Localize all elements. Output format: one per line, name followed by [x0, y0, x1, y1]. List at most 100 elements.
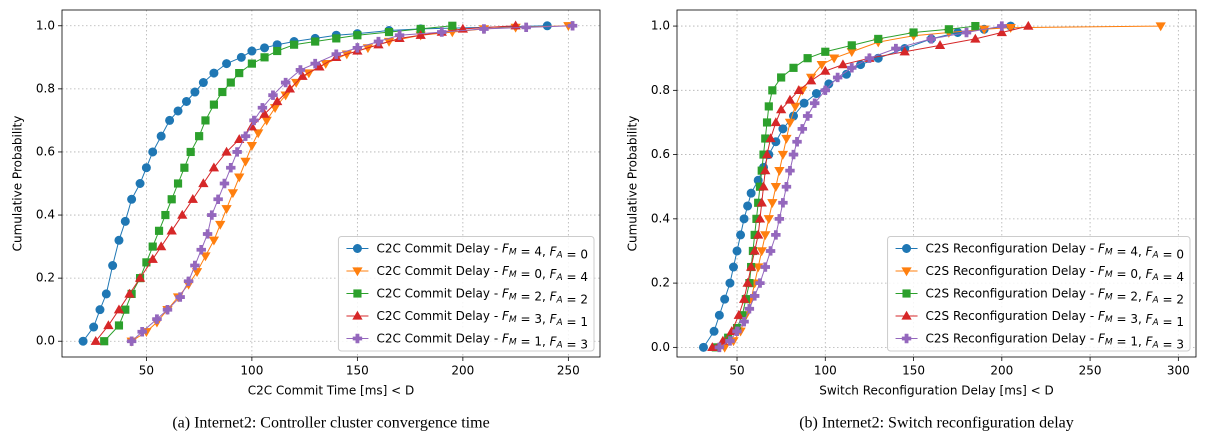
marker [746, 188, 756, 198]
marker [970, 33, 981, 43]
marker [542, 21, 552, 31]
legend-label: C2C Commit Delay - FM = 1, FA = 3 [376, 331, 588, 351]
x-tick-label: 150 [902, 364, 925, 378]
marker [847, 41, 856, 50]
marker [226, 78, 235, 87]
marker [213, 194, 223, 204]
marker [227, 189, 239, 199]
marker [353, 31, 362, 40]
marker [249, 115, 259, 126]
marker [767, 199, 778, 208]
marker [175, 292, 185, 302]
marker [760, 231, 771, 241]
marker [698, 342, 708, 352]
marker [909, 28, 918, 37]
marker [156, 131, 166, 141]
marker [191, 268, 203, 278]
marker [181, 96, 191, 106]
marker [209, 68, 219, 78]
marker [126, 336, 137, 346]
marker [100, 337, 109, 346]
marker [257, 103, 268, 113]
marker [208, 236, 220, 246]
marker [774, 214, 785, 224]
legend-label: C2S Reconfiguration Delay - FM = 2, FA =… [926, 286, 1184, 306]
marker [78, 336, 88, 346]
marker [732, 246, 742, 256]
marker [148, 147, 158, 157]
marker [148, 242, 157, 251]
marker [754, 213, 766, 223]
marker [756, 197, 767, 207]
legend-label: C2C Commit Delay - FM = 2, FA = 2 [376, 286, 588, 306]
marker [147, 253, 158, 263]
marker [797, 124, 808, 134]
chart: 50 100 150 200 250 0.0 0.2 0.4 0.6 0.8 1.0 C2C Comm… [11, 9, 601, 432]
chart: 50 100 150 200 250 300 0.0 0.2 0.4 0.6 0.8 1.0 Switc… [626, 9, 1197, 432]
marker [1023, 20, 1034, 30]
marker [186, 147, 195, 157]
marker [777, 150, 789, 160]
y-axis-label: Cumulative Probability [11, 116, 25, 252]
caption: (a) Internet2: Controller cluster conver… [172, 415, 489, 432]
marker [846, 48, 857, 57]
marker [226, 163, 236, 173]
marker [247, 46, 257, 56]
marker [736, 230, 746, 240]
marker [765, 246, 776, 256]
x-tick-label: 150 [346, 364, 369, 378]
marker [260, 53, 269, 62]
y-tick-label: 0.4 [651, 211, 670, 225]
marker [201, 116, 210, 125]
marker [809, 98, 820, 108]
marker [777, 73, 786, 82]
marker [240, 157, 251, 167]
marker [753, 229, 764, 239]
marker [353, 289, 362, 298]
marker [760, 165, 771, 175]
marker [352, 310, 363, 320]
marker [567, 21, 578, 31]
series-line [703, 25, 1011, 348]
marker [770, 183, 781, 192]
marker [373, 36, 384, 47]
plot-frame [676, 9, 1197, 358]
marker [821, 47, 830, 56]
marker [310, 58, 320, 69]
marker [1155, 22, 1166, 32]
marker [234, 134, 245, 143]
marker [272, 96, 283, 106]
marker [394, 30, 405, 40]
marker [732, 326, 742, 337]
marker [714, 310, 724, 320]
marker [709, 326, 719, 336]
marker [209, 100, 218, 109]
marker [240, 131, 251, 141]
marker [332, 34, 341, 43]
legend-label: C2C Commit Delay - FM = 4, FA = 0 [376, 241, 588, 261]
marker [902, 289, 911, 298]
marker [961, 27, 972, 38]
marker [902, 244, 912, 253]
marker [260, 43, 270, 53]
marker [847, 63, 857, 73]
legend: C2S Reconfiguration Delay - FM = 4, FA =… [887, 236, 1191, 352]
marker [352, 43, 363, 53]
legend-box [887, 236, 1191, 352]
marker [784, 118, 796, 128]
marker [89, 322, 99, 332]
x-tick-label: 50 [139, 364, 154, 378]
marker [352, 244, 362, 253]
marker [756, 247, 767, 257]
marker [384, 28, 394, 37]
marker [728, 262, 738, 272]
marker [793, 85, 804, 94]
x-tick-label: 200 [990, 364, 1013, 378]
marker [820, 85, 830, 96]
marker [215, 220, 226, 230]
marker [289, 40, 299, 49]
marker [953, 27, 963, 37]
marker [811, 89, 821, 99]
marker [799, 98, 809, 108]
x-tick-label: 250 [1079, 364, 1102, 378]
